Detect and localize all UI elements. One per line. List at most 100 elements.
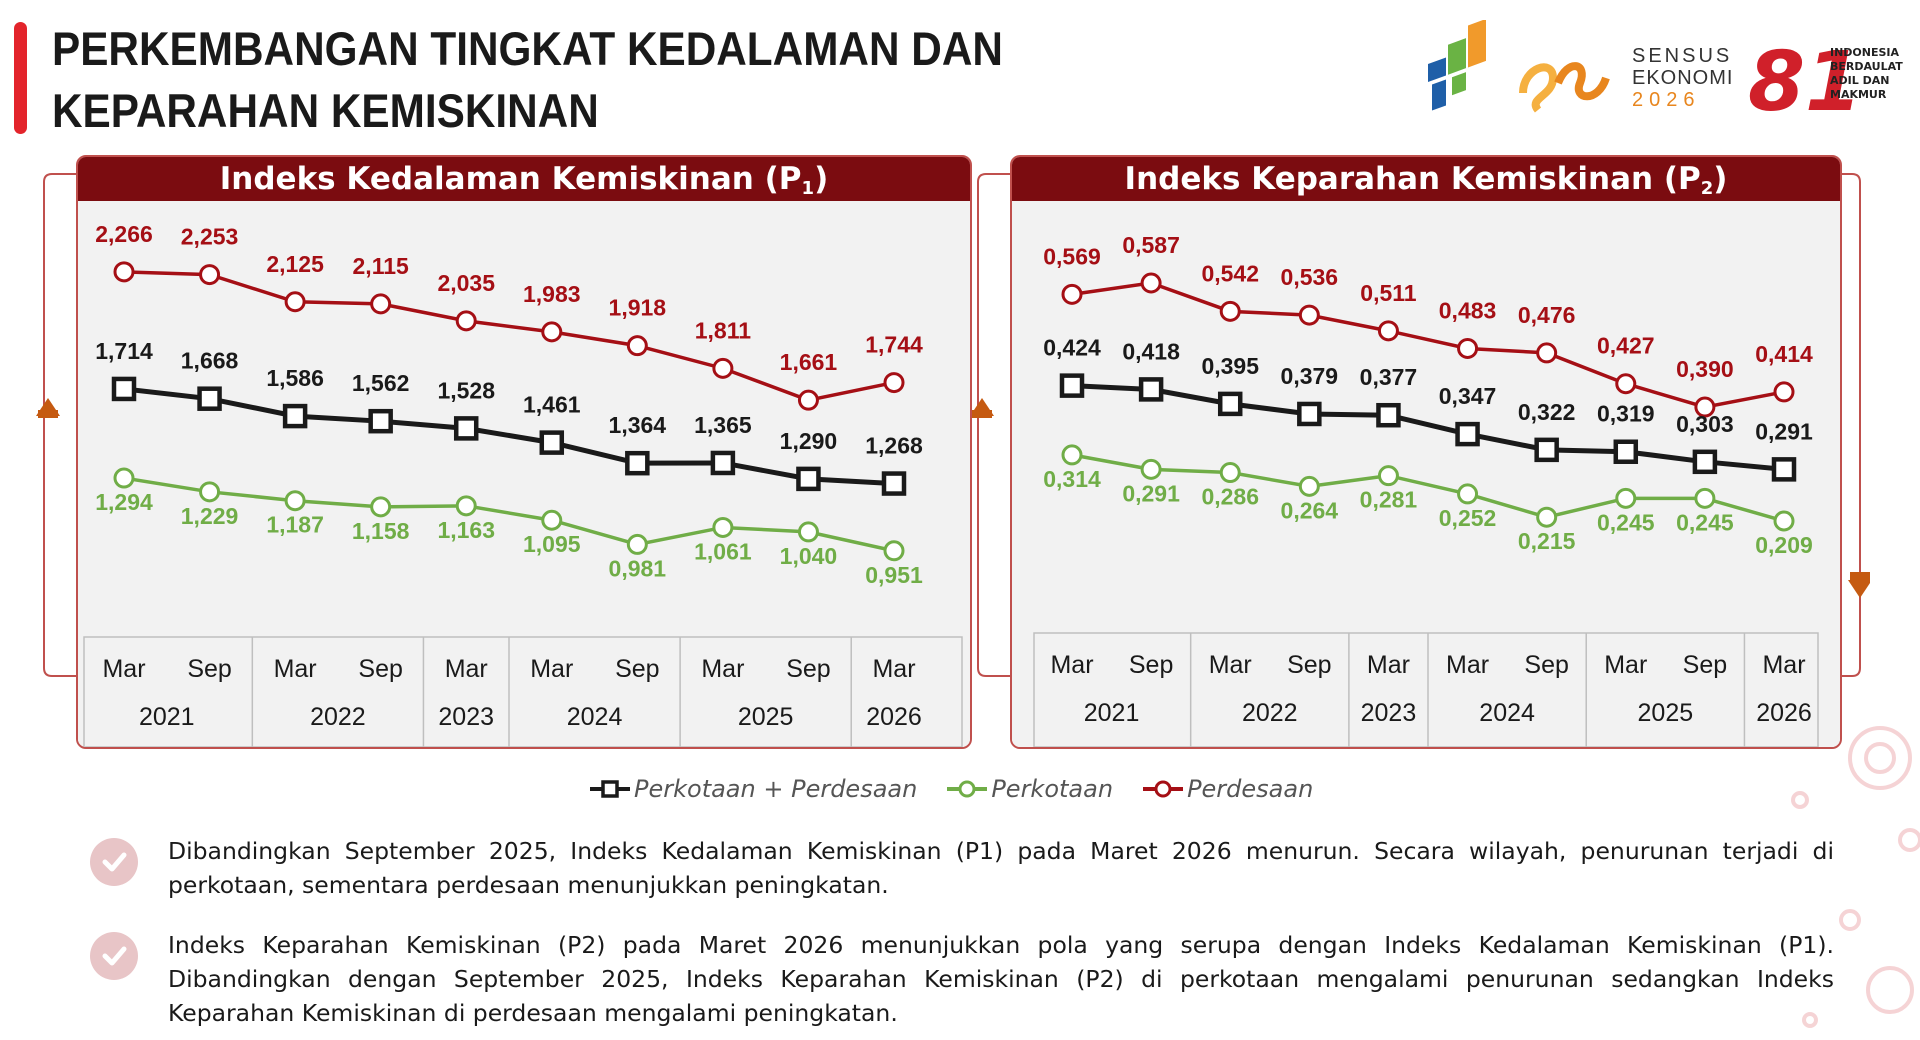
x-tick-label: Sep — [358, 655, 402, 683]
series-total: 1,714 1,668 1,586 1,562 1,528 1,461 1,364 1,365… — [95, 338, 923, 496]
data-point — [1534, 437, 1559, 463]
x-tick-label: Mar — [530, 655, 573, 683]
legend-item-total: Perkotaan + Perdesaan — [590, 775, 917, 803]
year-label: 2025 — [1638, 699, 1694, 727]
data-point — [199, 481, 221, 503]
data-point — [796, 466, 821, 492]
data-label: 0,483 — [1439, 297, 1497, 323]
note-item-p1: Dibandingkan September 2025, Indeks Keda… — [90, 834, 1850, 914]
data-point — [1298, 475, 1320, 497]
p2-plot-area: 2021 2022 2023 2024 2025 2026 Mar Sep Mar Sep Mar M… — [1012, 201, 1840, 747]
data-point — [1377, 465, 1399, 487]
data-point — [881, 471, 907, 496]
data-label: 1,562 — [352, 370, 410, 396]
data-label: 0,390 — [1676, 356, 1734, 382]
data-point — [1297, 401, 1322, 427]
right-panel-side-frame — [970, 173, 1870, 677]
legend-total-marker-icon — [590, 780, 630, 798]
data-label: 0,314 — [1043, 466, 1101, 492]
year-label: 2021 — [1084, 699, 1140, 727]
data-point — [113, 467, 135, 489]
data-label: 1,661 — [780, 349, 838, 375]
x-tick-label: Mar — [445, 655, 488, 683]
data-label: 0,377 — [1360, 364, 1418, 390]
data-label: 1,158 — [352, 518, 410, 544]
data-point — [1692, 449, 1718, 475]
note-text-p2: Indeks Keparahan Kemiskinan (P2) pada Ma… — [168, 931, 1834, 1027]
data-point — [1536, 506, 1558, 528]
data-label: 1,983 — [523, 281, 581, 307]
data-label: 2,253 — [181, 224, 239, 250]
x-tick-label: Sep — [1287, 651, 1331, 679]
data-label: 0,542 — [1201, 260, 1259, 286]
data-label: 0,414 — [1755, 341, 1813, 367]
legend-label-rural: Perdesaan — [1187, 775, 1314, 803]
x-axis-table: 2021 2022 2023 2024 2025 2026 Mar Sep Mar Sep Mar M… — [83, 636, 963, 747]
title-accent-bar — [14, 22, 27, 134]
note-item-p2: Indeks Keparahan Kemiskinan (P2) pada Ma… — [90, 928, 1850, 1038]
series-total: 0,424 0,418 0,395 0,379 0,377 0,347 0,322 0,319… — [1043, 335, 1813, 482]
x-tick-label: Sep — [187, 655, 231, 683]
data-point — [797, 521, 819, 543]
data-label: 2,115 — [353, 253, 409, 279]
data-point — [284, 291, 306, 313]
data-label: 1,163 — [437, 517, 495, 543]
x-axis-frame — [1033, 632, 1819, 747]
series-rural: 2,266 2,253 2,125 2,115 2,035 1,983 1,918 1,811… — [95, 221, 923, 411]
data-point — [1771, 457, 1797, 482]
x-tick-label: Sep — [1683, 651, 1727, 679]
legend-label-urban: Perkotaan — [991, 775, 1114, 803]
data-point — [197, 386, 222, 411]
year-label: 2021 — [139, 703, 195, 731]
data-label: 0,322 — [1518, 399, 1576, 425]
data-point — [455, 495, 477, 517]
data-label: 0,252 — [1439, 505, 1497, 531]
bps-logo: SENSUS EKONOMI 2026 81 INDONESIA BERDAUL… — [1428, 18, 1903, 130]
anniversary-line1: INDONESIA — [1830, 46, 1900, 59]
data-label: 1,364 — [609, 412, 667, 438]
data-point — [1138, 377, 1164, 402]
data-label: 1,187 — [266, 512, 324, 538]
data-label: 1,461 — [523, 392, 581, 418]
data-label: 0,303 — [1676, 411, 1734, 437]
check-icon — [90, 932, 138, 980]
data-label: 1,744 — [865, 332, 923, 358]
data-point — [1694, 396, 1716, 418]
series-urban: 0,314 0,291 0,286 0,264 0,281 0,252 0,215 0,245… — [1043, 444, 1813, 558]
se2026-logo-mark — [1519, 62, 1610, 113]
x-tick-label: Mar — [1446, 651, 1489, 679]
p1-chart-title: Indeks Kedalaman Kemiskinan (P1) — [78, 157, 970, 201]
anniversary-line2: BERDAULAT — [1830, 60, 1903, 73]
data-point — [626, 335, 648, 357]
data-point — [284, 490, 306, 512]
data-label: 0,511 — [1360, 280, 1416, 306]
data-label: 1,528 — [437, 377, 495, 403]
data-label: 1,040 — [780, 543, 838, 569]
data-point — [1773, 510, 1795, 532]
data-point — [883, 540, 905, 562]
series-line-rural — [123, 270, 895, 402]
data-point — [1061, 444, 1083, 466]
x-axis-table: 2021 2022 2023 2024 2025 2026 Mar Sep Mar Sep Mar M… — [1033, 632, 1819, 747]
data-label: 1,268 — [865, 433, 923, 459]
data-label: 0,476 — [1518, 302, 1576, 328]
p1-line-chart: 2021 2022 2023 2024 2025 2026 Mar Sep Mar Sep Mar M… — [83, 221, 963, 747]
data-point — [1377, 320, 1399, 342]
p1-plot-area: 2021 2022 2023 2024 2025 2026 Mar Sep Mar Sep Mar M… — [78, 201, 970, 747]
check-icon — [90, 838, 138, 886]
data-label: 0,951 — [865, 562, 923, 588]
data-label: 0,587 — [1122, 232, 1180, 258]
year-label: 2026 — [1756, 699, 1812, 727]
x-tick-label: Mar — [1367, 651, 1410, 679]
anniversary-line4: MAKMUR — [1830, 88, 1887, 101]
bps-logo-mark — [1428, 18, 1486, 111]
data-point — [368, 408, 393, 434]
x-tick-label: Sep — [615, 655, 659, 683]
data-point — [1298, 304, 1320, 326]
year-label: 2025 — [738, 703, 794, 731]
data-label: 0,209 — [1755, 532, 1813, 558]
x-tick-label: Sep — [786, 655, 830, 683]
x-tick-label: Mar — [1762, 651, 1805, 679]
data-label: 1,811 — [695, 317, 751, 343]
data-label: 0,264 — [1281, 497, 1339, 523]
